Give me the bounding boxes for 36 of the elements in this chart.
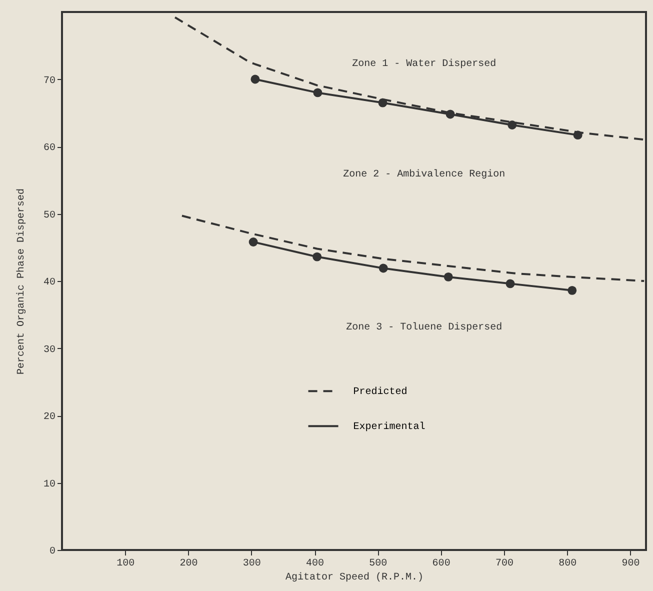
x-axis-title: Agitator Speed (R.P.M.) <box>285 572 424 584</box>
point <box>568 286 577 295</box>
y-tick-label: 60 <box>43 143 56 154</box>
point <box>446 110 455 119</box>
point <box>250 74 260 84</box>
y-tick-label: 10 <box>43 479 56 490</box>
y-tick-label: 50 <box>43 210 56 222</box>
y-axis-title: Percent Organic Phase Dispersed <box>16 188 28 375</box>
y-tick-label: 0 <box>49 546 56 558</box>
x-tick-label: 300 <box>242 558 261 570</box>
annotation: Zone 1 - Water Dispersed <box>352 58 496 70</box>
point <box>312 252 322 262</box>
y-tick-label: 30 <box>43 344 56 356</box>
point <box>378 98 388 108</box>
x-tick-label: 500 <box>369 558 388 570</box>
y-tick-label: 40 <box>43 278 56 288</box>
point <box>378 264 388 273</box>
point <box>506 279 515 288</box>
x-tick-label: 800 <box>558 558 577 570</box>
y-tick-label: 20 <box>43 412 56 423</box>
legend-label: Predicted <box>353 386 408 398</box>
point <box>508 120 517 130</box>
x-tick-label: 100 <box>116 558 135 570</box>
annotation: Zone 3 - Toluene Dispersed <box>346 322 502 334</box>
point <box>573 130 582 140</box>
x-tick-label: 600 <box>432 558 450 570</box>
point <box>313 88 322 98</box>
point <box>248 238 258 246</box>
y-tick-label: 70 <box>43 76 56 87</box>
annotation: Zone 2 - Ambivalence Region <box>343 168 506 180</box>
x-tick-label: 700 <box>495 558 514 570</box>
point <box>444 272 453 282</box>
x-tick-label: 900 <box>622 558 640 570</box>
legend-label: Experimental <box>353 421 426 434</box>
x-tick-label: 400 <box>306 558 324 570</box>
x-tick-label: 200 <box>180 558 198 570</box>
